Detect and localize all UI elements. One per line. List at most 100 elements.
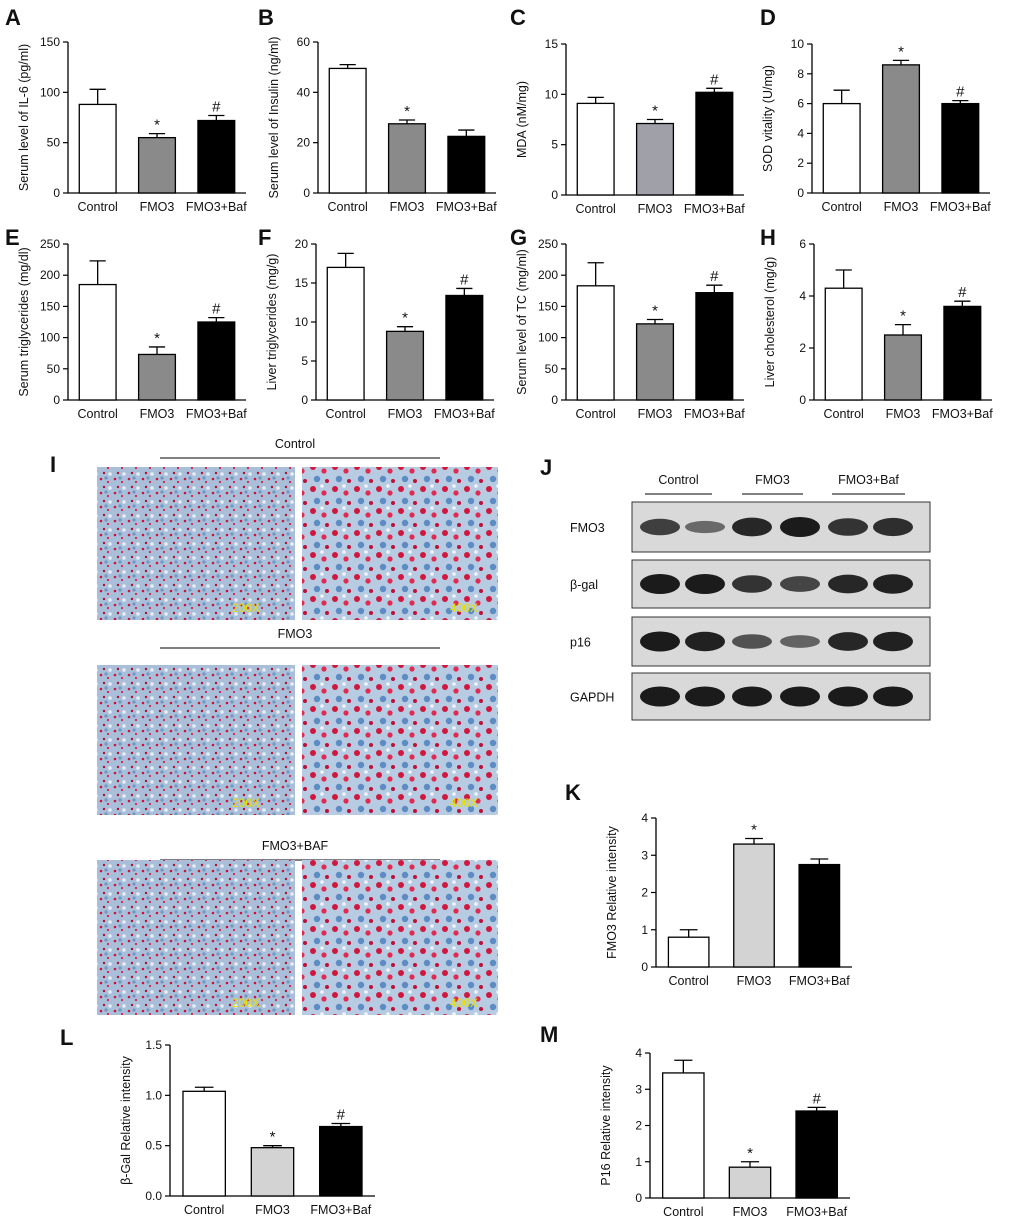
significance-mark: * bbox=[270, 1129, 276, 1146]
blot-row-label: GAPDH bbox=[570, 691, 614, 705]
significance-mark: * bbox=[900, 308, 906, 325]
blot-band bbox=[780, 686, 820, 707]
y-tick-label: 2 bbox=[799, 341, 806, 355]
panel-label: E bbox=[5, 225, 20, 250]
bar bbox=[662, 1072, 705, 1199]
x-tick-label: FMO3 bbox=[737, 974, 772, 988]
y-tick-label: 0.5 bbox=[145, 1139, 162, 1153]
y-tick-label: 1.0 bbox=[145, 1088, 162, 1102]
y-tick-label: 0 bbox=[303, 186, 310, 200]
y-axis-label: Liver triglycerides (mg/g) bbox=[265, 254, 279, 391]
panel-label: B bbox=[258, 5, 274, 30]
x-tick-label: FMO3+Baf bbox=[786, 1205, 847, 1219]
blot-band bbox=[640, 631, 680, 652]
y-tick-label: 15 bbox=[295, 276, 309, 290]
y-tick-label: 4 bbox=[635, 1046, 642, 1060]
y-tick-label: 1.5 bbox=[145, 1038, 162, 1052]
magnification: 200X bbox=[232, 796, 260, 810]
x-tick-label: FMO3+Baf bbox=[434, 407, 495, 421]
bar bbox=[943, 305, 982, 401]
x-tick-label: Control bbox=[824, 407, 864, 421]
blot-band bbox=[732, 634, 772, 649]
blot-band bbox=[685, 520, 725, 534]
x-tick-label: FMO3 bbox=[884, 200, 919, 214]
significance-mark: # bbox=[956, 84, 965, 101]
x-tick-label: FMO3+Baf bbox=[186, 200, 247, 214]
blot-band bbox=[640, 686, 680, 707]
blot-row-label: p16 bbox=[570, 636, 591, 650]
bar bbox=[941, 102, 980, 194]
blot-band bbox=[873, 574, 913, 594]
y-tick-label: 2 bbox=[635, 1119, 642, 1133]
y-tick-label: 4 bbox=[641, 811, 648, 825]
y-tick-label: 40 bbox=[297, 85, 311, 99]
y-tick-label: 10 bbox=[295, 315, 309, 329]
y-tick-label: 50 bbox=[545, 362, 559, 376]
blot-band bbox=[873, 631, 913, 652]
significance-mark: * bbox=[898, 43, 904, 60]
significance-mark: # bbox=[212, 301, 221, 318]
bar bbox=[182, 1090, 227, 1197]
bar bbox=[576, 102, 615, 196]
y-tick-label: 2 bbox=[797, 156, 804, 170]
bar bbox=[795, 1110, 838, 1199]
y-tick-label: 0 bbox=[551, 188, 558, 202]
y-axis-label: β-Gal Relative intensity bbox=[119, 1055, 133, 1185]
y-tick-label: 5 bbox=[301, 354, 308, 368]
bar bbox=[824, 287, 863, 401]
x-tick-label: FMO3+Baf bbox=[186, 407, 247, 421]
x-tick-label: FMO3+Baf bbox=[932, 407, 993, 421]
lane-group-label: Control bbox=[658, 473, 698, 487]
group-title: FMO3 bbox=[278, 627, 313, 641]
bar bbox=[137, 136, 177, 194]
x-tick-label: FMO3 bbox=[388, 407, 423, 421]
blot-band bbox=[828, 632, 868, 651]
lane-group-label: FMO3 bbox=[755, 473, 790, 487]
blot-band bbox=[780, 576, 820, 592]
x-tick-label: Control bbox=[328, 200, 368, 214]
bar bbox=[445, 294, 484, 401]
bar bbox=[635, 323, 675, 401]
magnification: 200X bbox=[232, 601, 260, 615]
bar bbox=[695, 292, 734, 401]
y-tick-label: 10 bbox=[791, 37, 805, 51]
panel-label: M bbox=[540, 1022, 558, 1047]
y-tick-label: 20 bbox=[297, 136, 311, 150]
panel-label: I bbox=[50, 452, 56, 477]
bar bbox=[728, 1166, 772, 1199]
y-tick-label: 15 bbox=[545, 37, 559, 51]
significance-mark: * bbox=[652, 303, 658, 320]
bar bbox=[78, 283, 117, 401]
significance-mark: # bbox=[958, 284, 967, 301]
x-tick-label: Control bbox=[576, 202, 616, 216]
blot-band bbox=[685, 574, 725, 594]
x-tick-label: FMO3 bbox=[390, 200, 425, 214]
blot-band bbox=[873, 686, 913, 707]
y-tick-label: 1 bbox=[641, 923, 648, 937]
significance-mark: * bbox=[652, 103, 658, 120]
x-tick-label: FMO3+Baf bbox=[789, 974, 850, 988]
blot-band bbox=[873, 517, 913, 537]
y-tick-label: 50 bbox=[47, 362, 61, 376]
y-tick-label: 0 bbox=[635, 1191, 642, 1205]
x-tick-label: Control bbox=[576, 407, 616, 421]
y-axis-label: P16 Relative intensity bbox=[599, 1065, 613, 1186]
y-tick-label: 10 bbox=[545, 87, 559, 101]
x-tick-label: FMO3 bbox=[255, 1203, 290, 1217]
y-tick-label: 2 bbox=[641, 886, 648, 900]
y-axis-label: Serum triglycerides (mg/dl) bbox=[17, 247, 31, 396]
blot-band bbox=[640, 518, 680, 536]
y-tick-label: 150 bbox=[538, 299, 558, 313]
blot-band bbox=[685, 686, 725, 707]
panel-label: K bbox=[565, 780, 581, 805]
y-tick-label: 0.0 bbox=[145, 1189, 162, 1203]
micrograph bbox=[302, 467, 498, 620]
y-axis-label: FMO3 Relative intensity bbox=[605, 825, 619, 958]
x-tick-label: Control bbox=[78, 407, 118, 421]
significance-mark: # bbox=[460, 271, 469, 288]
micrograph bbox=[97, 467, 295, 620]
micrograph bbox=[97, 860, 295, 1015]
y-tick-label: 5 bbox=[551, 138, 558, 152]
x-tick-label: FMO3+Baf bbox=[930, 200, 991, 214]
